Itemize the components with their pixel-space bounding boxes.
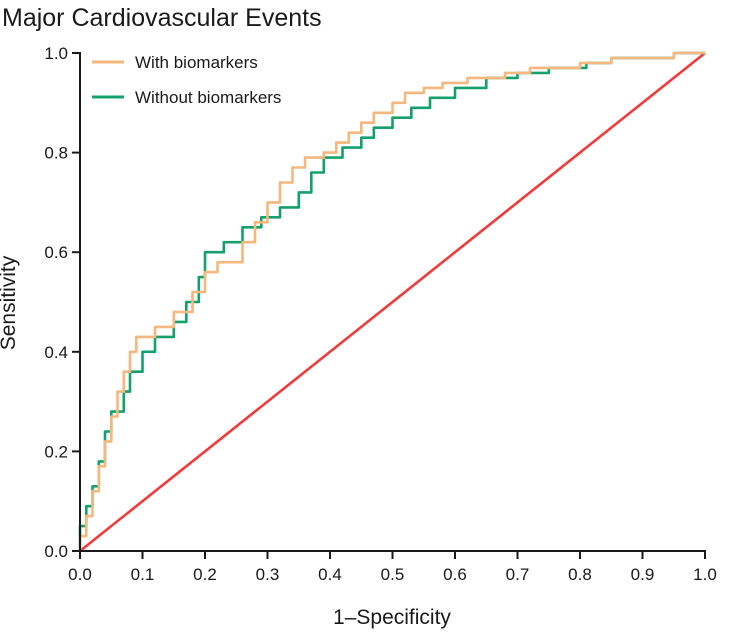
x-ticks: 0.0 0.1 0.2 0.3 0.4 0.5 0.6 0.7 0.8 0.9 1.0: [68, 551, 717, 584]
x-tick-label: 0.3: [256, 565, 280, 584]
chart-title: Major Cardiovascular Events: [2, 4, 322, 32]
y-tick-label: 0.8: [44, 144, 68, 163]
plot-area: With biomarkers Without biomarkers 0.0 0.1…: [44, 44, 716, 584]
legend: With biomarkers Without biomarkers: [92, 53, 281, 107]
x-tick-label: 0.4: [318, 565, 342, 584]
x-tick-label: 0.2: [193, 565, 217, 584]
y-ticks: 0.0 0.2 0.4 0.6 0.8 1.0: [44, 44, 80, 561]
axes: 0.0 0.1 0.2 0.3 0.4 0.5 0.6 0.7 0.8 0.9 1.0 0.0 0.2…: [44, 44, 716, 584]
x-tick-label: 0.1: [131, 565, 155, 584]
series-line-reference-diagonal: [79, 51, 706, 553]
x-tick-label: 0.5: [381, 565, 405, 584]
y-tick-label: 1.0: [44, 44, 68, 63]
x-tick-label: 0.0: [68, 565, 92, 584]
series-line-with-biomarkers: [78, 51, 705, 551]
x-tick-label: 0.8: [568, 565, 592, 584]
x-tick-label: 1.0: [693, 565, 717, 584]
legend-label-with-biomarkers: With biomarkers: [135, 53, 258, 72]
x-axis-label: 1–Specificity: [333, 606, 451, 629]
y-tick-label: 0.0: [44, 542, 68, 561]
series-group: [78, 51, 706, 553]
y-tick-label: 0.2: [44, 442, 68, 461]
series-line-without-biomarkers: [78, 51, 705, 551]
y-tick-label: 0.4: [44, 343, 68, 362]
y-axis-label: Sensitivity: [0, 255, 20, 350]
y-tick-label: 0.6: [44, 243, 68, 262]
x-tick-label: 0.9: [631, 565, 655, 584]
x-tick-label: 0.7: [506, 565, 530, 584]
legend-label-without-biomarkers: Without biomarkers: [135, 88, 281, 107]
x-tick-label: 0.6: [443, 565, 467, 584]
